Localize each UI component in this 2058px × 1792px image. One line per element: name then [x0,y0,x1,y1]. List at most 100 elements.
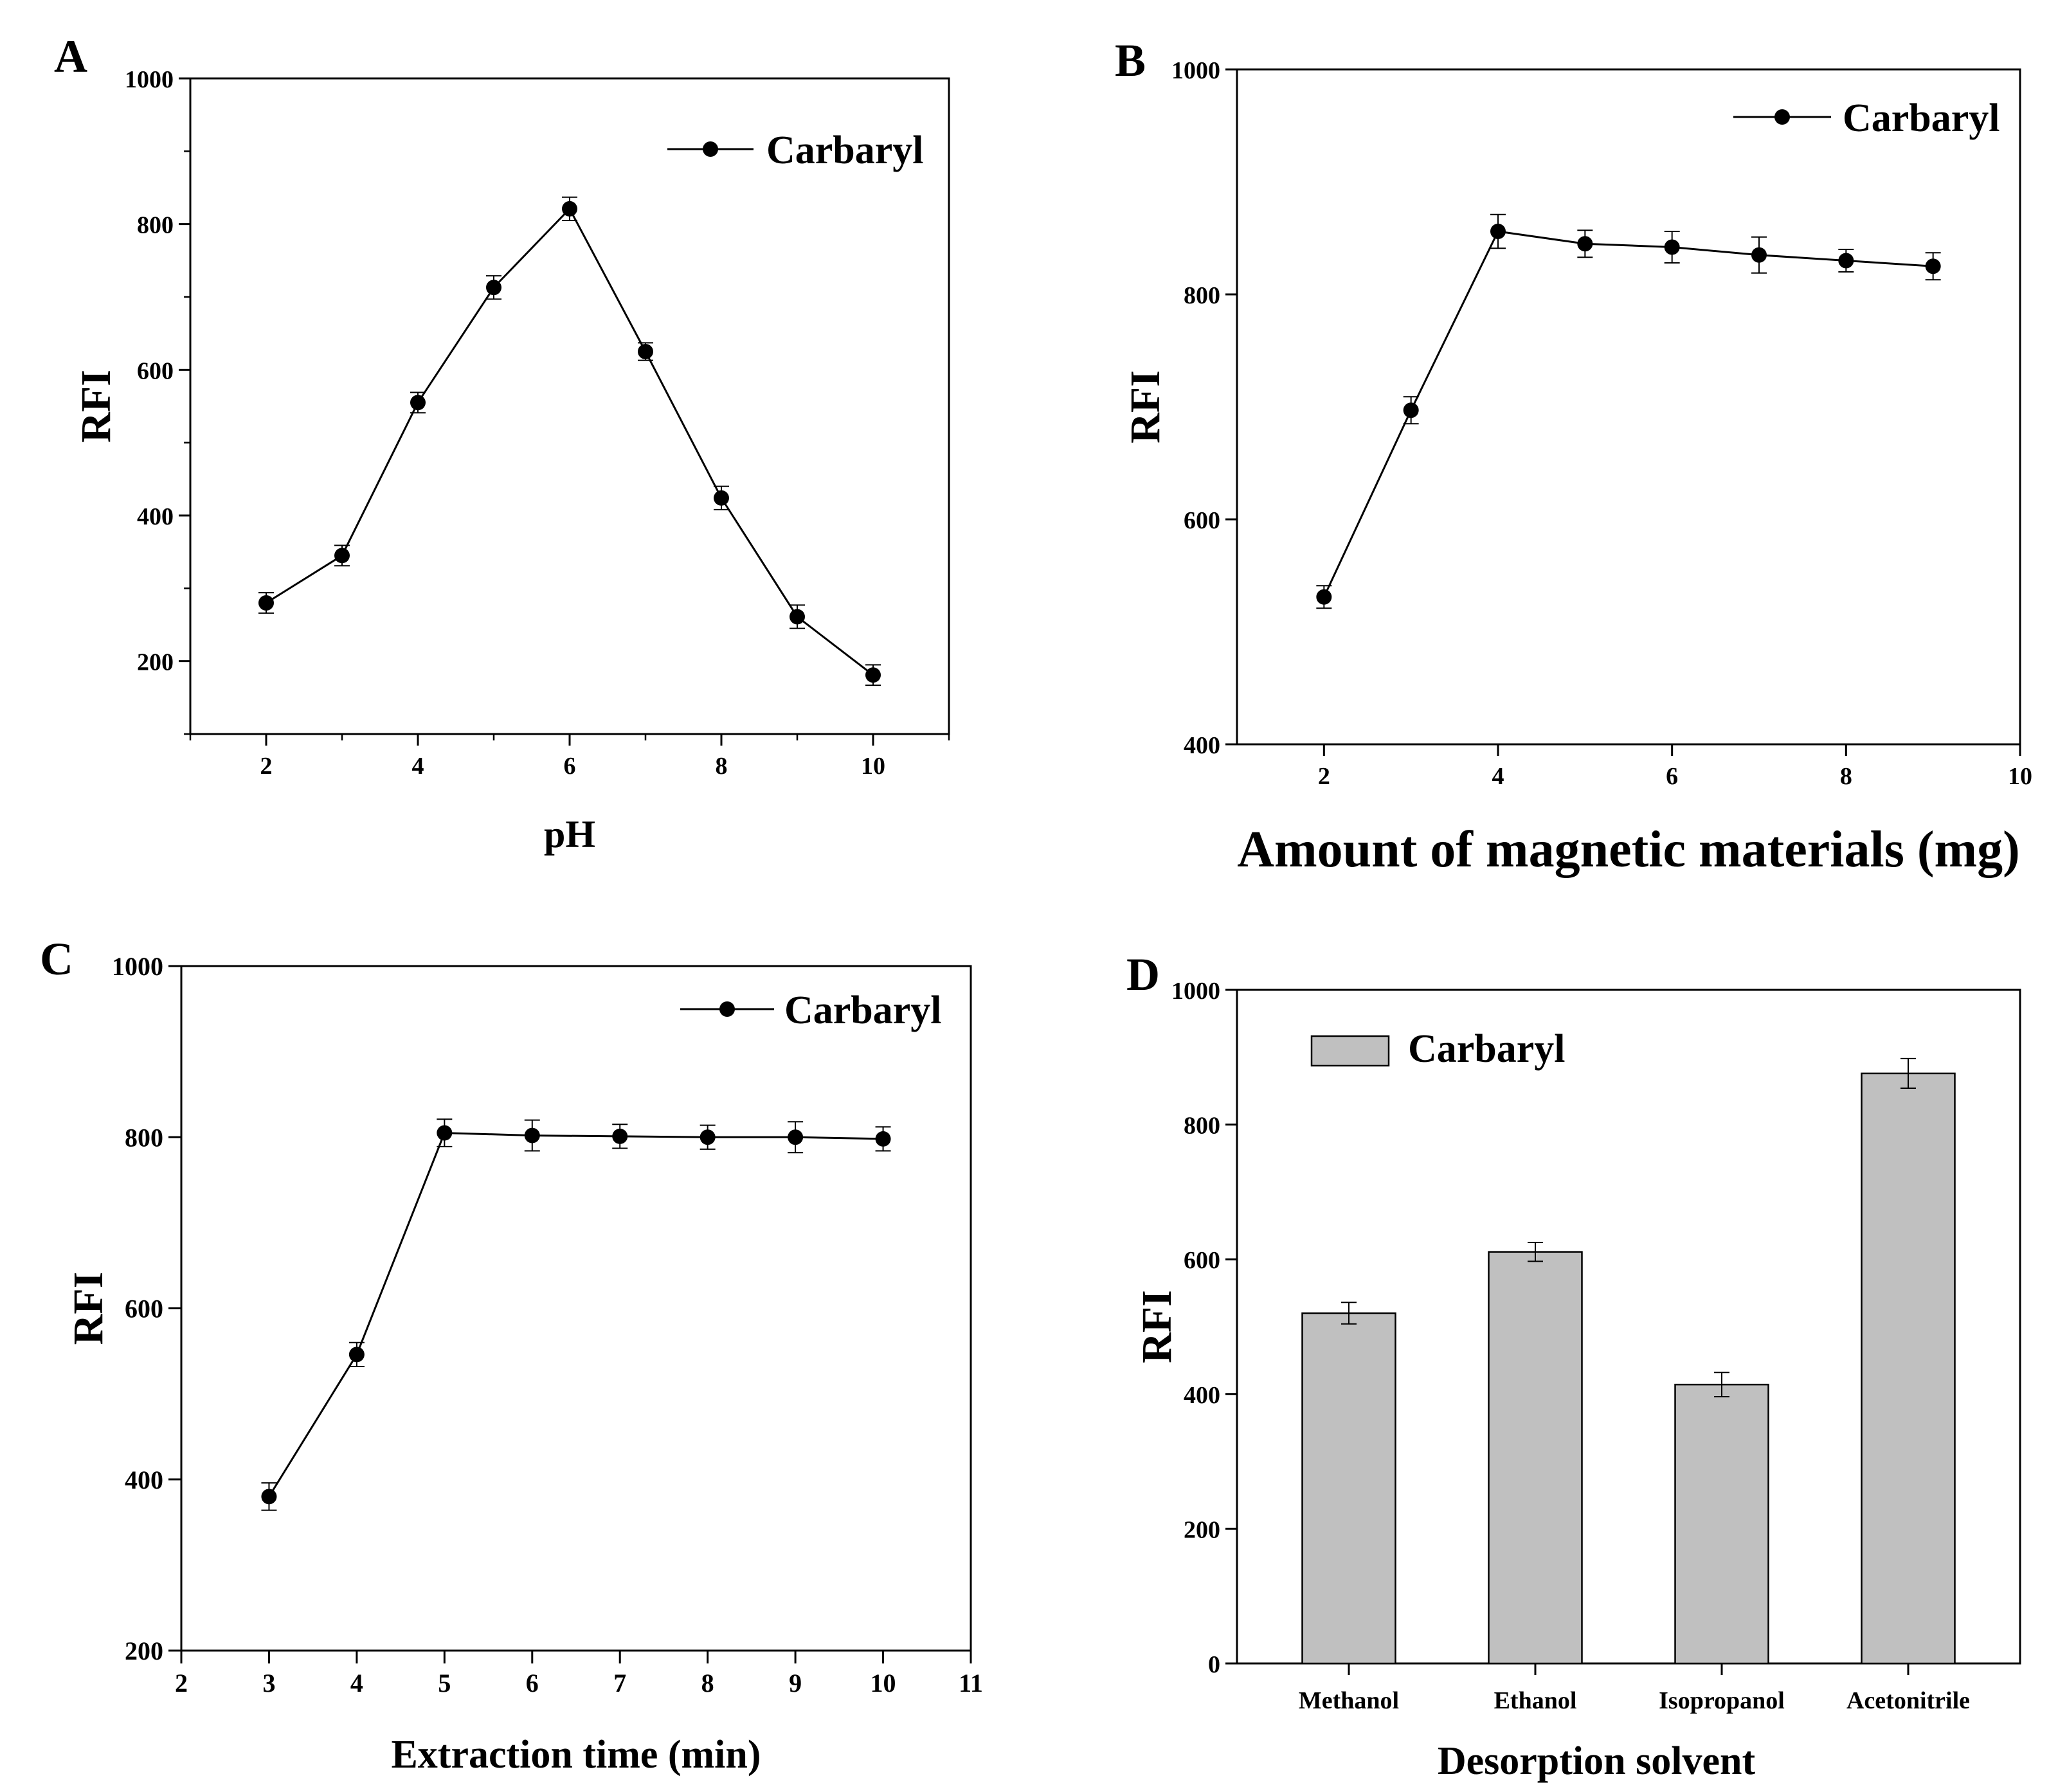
data-point [714,490,729,506]
x-tick-label: Ethanol [1494,1687,1577,1714]
data-point [437,1125,453,1141]
y-tick-label: 600 [1184,1247,1220,1274]
data-point [788,1129,804,1145]
data-point [258,595,274,611]
legend-marker [719,1001,735,1017]
panel-letter: D [1126,949,1160,1000]
data-point [1403,402,1419,418]
x-tick-label: Methanol [1299,1687,1399,1714]
y-tick-label: 800 [125,1123,163,1152]
y-tick-label: 400 [125,1465,163,1494]
x-tick-label: 3 [262,1669,275,1698]
data-point [612,1128,628,1144]
x-tick-label: Acetonitrile [1846,1687,1970,1714]
bar [1861,1072,1956,1665]
legend-label: Carbaryl [766,129,924,172]
data-point [410,395,426,411]
data-point [700,1129,716,1145]
data-point [1490,224,1506,239]
x-tick-label: 10 [861,753,885,780]
plot-frame [180,965,972,1652]
data-point [790,609,805,625]
x-tick-label: 6 [564,753,576,780]
legend-label: Carbaryl [784,989,942,1032]
legend-swatch [1310,1035,1390,1067]
data-point [1751,247,1767,263]
y-tick-label: 400 [1184,732,1220,759]
x-axis-title: Amount of magnetic materials (mg) [1237,821,2020,878]
legend-label: Carbaryl [1843,96,2000,140]
x-tick-label: Isopropanol [1659,1687,1785,1714]
x-tick-label: 8 [716,753,728,780]
x-tick-label: 2 [175,1669,188,1698]
bar [1674,1383,1769,1665]
x-tick-label: 6 [526,1669,539,1698]
y-tick-label: 600 [125,1295,163,1323]
y-tick-label: 200 [1184,1516,1220,1543]
bar [1488,1251,1583,1665]
y-axis-title: RFI [65,1272,112,1345]
y-tick-label: 1000 [112,952,163,981]
x-tick-label: 7 [613,1669,626,1698]
panel-d: D 0 200 400 600 800 1000 Methanol Ethanol Isoprop… [1126,949,2021,1783]
data-point [1925,258,1941,274]
error-bar [1714,1372,1729,1397]
data-point [1316,589,1332,605]
y-axis-title: RFI [1122,370,1169,444]
y-tick-label: 200 [137,649,174,676]
y-tick-label: 800 [1184,282,1220,309]
error-bar [1341,1302,1357,1325]
plot-frame [1236,68,2021,746]
y-axis-title: RFI [1133,1290,1180,1363]
x-tick-label: 5 [438,1669,451,1698]
x-tick-label: 4 [1492,763,1504,790]
data-point [348,1347,365,1363]
x-axis-title: Desorption solvent [1438,1739,1756,1783]
x-tick-label: 11 [959,1669,983,1698]
y-tick-label: 600 [137,357,174,384]
data-point [875,1131,891,1147]
x-axis-title: pH [544,813,595,856]
x-tick-label: 8 [701,1669,714,1698]
data-point [638,344,653,359]
error-bar [1900,1057,1916,1089]
error-bar [1528,1242,1543,1262]
data-point [261,1489,277,1505]
plot-frame [1236,989,2021,1665]
series-line [1322,230,1933,598]
bar [1301,1312,1396,1665]
y-tick-label: 600 [1184,507,1220,534]
y-tick-label: 800 [137,212,174,239]
panel-letter: B [1115,35,1146,86]
x-tick-label: 10 [871,1669,896,1698]
legend: Carbaryl [667,129,924,172]
y-tick-label: 400 [1184,1382,1220,1409]
y-tick-label: 1000 [1171,978,1220,1005]
series-line [266,207,874,676]
data-point [486,280,501,296]
legend: Carbaryl [1733,96,2000,140]
y-tick-label: 1000 [1171,57,1220,84]
y-tick-label: 400 [137,503,174,530]
legend: Carbaryl [680,989,942,1032]
y-axis-title: RFI [73,370,120,443]
legend-marker [703,141,718,157]
data-point [524,1127,540,1143]
data-point [1577,236,1593,252]
series-line [268,1132,883,1498]
panel-letter: A [54,31,87,82]
y-tick-label: 200 [125,1636,163,1665]
legend-marker [1774,109,1790,125]
data-point [334,548,350,564]
data-point [1838,253,1854,269]
panel-letter: C [40,933,73,985]
x-tick-label: 2 [260,753,273,780]
x-tick-label: 10 [2008,763,2032,790]
panel-c: C 2 3 4 5 6 7 8 9 10 11 200 400 600 800 1000 Extraction … [40,933,983,1777]
x-tick-label: 4 [350,1669,363,1698]
x-tick-label: 9 [789,1669,802,1698]
plot-frame [189,77,950,735]
x-tick-label: 6 [1666,763,1678,790]
panel-b: B 2 4 6 8 10 400 600 800 1000 Amount of magnetic m… [1115,35,2032,878]
